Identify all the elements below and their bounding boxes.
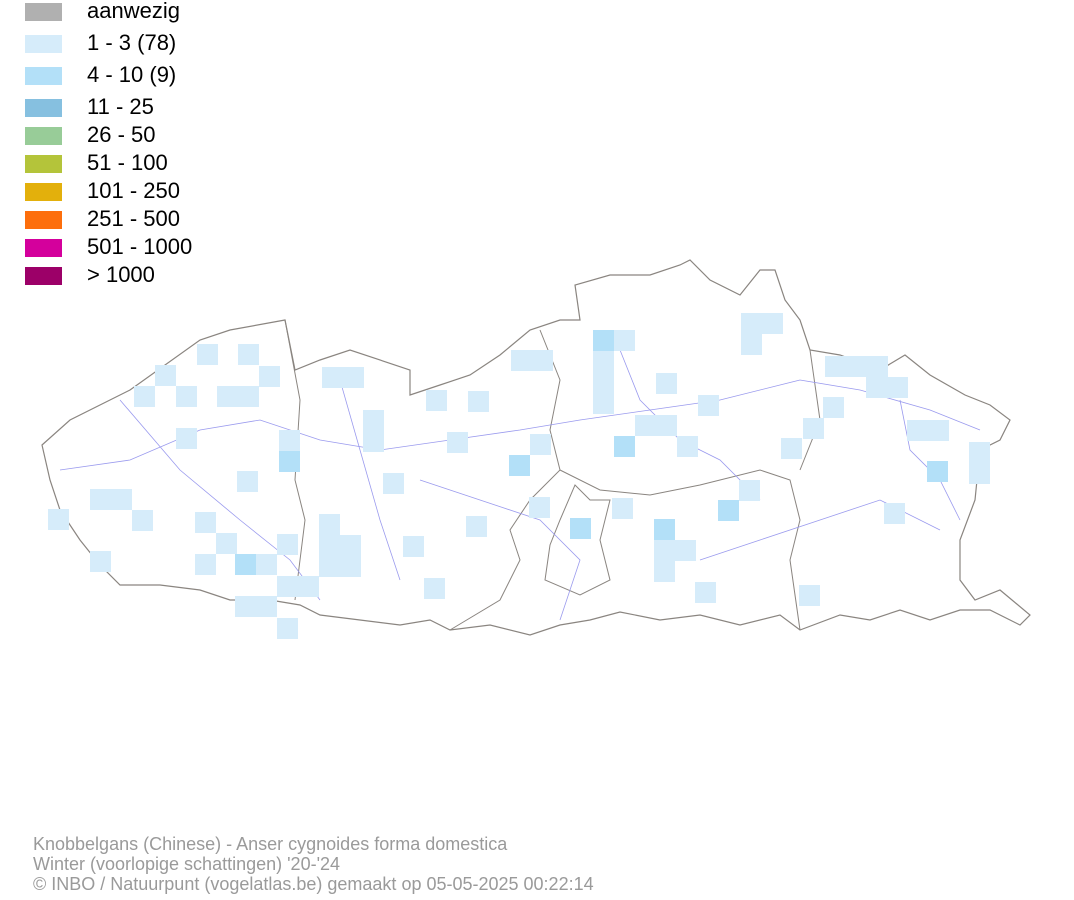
grid-cell [176,386,197,407]
grid-cell [741,313,783,334]
grid-cell [803,418,824,439]
grid-cell [718,500,739,521]
grid-cell [677,436,698,457]
grid-cell [277,534,298,555]
grid-cell [277,618,298,639]
grid-cell [238,344,259,365]
grid-cell [195,554,216,575]
grid-cell [907,420,949,441]
grid-cell [48,509,69,530]
legend-swatch [25,99,62,117]
grid-cell [237,471,258,492]
grid-cell [256,554,277,575]
grid-cell [635,415,677,436]
legend-swatch [25,35,62,53]
grid-cell [363,410,384,452]
legend-swatch [25,127,62,145]
legend-label: > 1000 [87,262,155,287]
grid-cell [654,561,675,582]
legend-swatch [25,239,62,257]
grid-cell [529,497,550,518]
grid-cell [614,436,635,457]
grid-cell [823,397,844,418]
grid-cell [698,395,719,416]
grid-cell [739,480,760,501]
grid-cell [530,434,551,455]
grid-cell [259,366,280,387]
grid-cell [654,519,675,540]
grid-cell [90,551,111,572]
grid-cell [322,367,364,388]
legend-label: 251 - 500 [87,206,180,231]
footer-line: © INBO / Natuurpunt (vogelatlas.be) gema… [33,874,594,894]
grid-cell [593,330,614,351]
grid-cell [277,576,319,597]
grid-cell [279,451,300,472]
grid-cell [656,373,677,394]
legend: aanwezig 1 - 3 (78) 4 - 10 (9) 11 - 25 26 - … [25,0,192,287]
grid-cell [593,351,614,414]
grid-cells [48,313,990,639]
grid-cell [511,350,553,371]
grid-cell [614,330,635,351]
grid-cell [134,386,155,407]
legend-label: 101 - 250 [87,178,180,203]
grid-cell [383,473,404,494]
grid-cell [426,390,447,411]
grid-cell [447,432,468,453]
grid-cell [235,554,256,575]
grid-cell [509,455,530,476]
grid-cell [570,518,591,539]
grid-cell [235,596,277,617]
grid-cell [741,334,762,355]
grid-cell [654,540,696,561]
grid-cell [927,461,948,482]
footer-line: Knobbelgans (Chinese) - Anser cygnoides … [33,834,508,854]
grid-cell [319,514,340,577]
grid-cell [195,512,216,533]
footer: Knobbelgans (Chinese) - Anser cygnoides … [33,834,594,894]
grid-cell [468,391,489,412]
grid-cell [132,510,153,531]
grid-cell [781,438,802,459]
grid-cell [424,578,445,599]
grid-cell [612,498,633,519]
grid-cell [466,516,487,537]
legend-swatch [25,67,62,85]
legend-label: 501 - 1000 [87,234,192,259]
grid-cell [340,535,361,577]
grid-cell [799,585,820,606]
legend-label: 26 - 50 [87,122,156,147]
legend-label: 51 - 100 [87,150,168,175]
legend-label: 1 - 3 (78) [87,30,176,55]
grid-cell [866,377,908,398]
legend-label: aanwezig [87,0,180,23]
legend-swatch [25,211,62,229]
grid-cell [176,428,197,449]
grid-cell [403,536,424,557]
grid-cell [217,386,259,407]
legend-swatch [25,267,62,285]
grid-cell [825,356,888,377]
grid-cell [969,442,990,484]
grid-cell [216,533,237,554]
grid-cell [695,582,716,603]
legend-swatch [25,183,62,201]
rivers [59,349,981,621]
grid-cell [197,344,218,365]
legend-label: 11 - 25 [87,94,154,119]
grid-cell [90,489,132,510]
footer-line: Winter (voorlopige schattingen) '20-'24 [33,854,340,874]
legend-swatch [25,155,62,173]
legend-label: 4 - 10 (9) [87,62,176,87]
grid-cell [155,365,176,386]
legend-swatch [25,3,62,21]
grid-cell [884,503,905,524]
grid-cell [279,430,300,451]
